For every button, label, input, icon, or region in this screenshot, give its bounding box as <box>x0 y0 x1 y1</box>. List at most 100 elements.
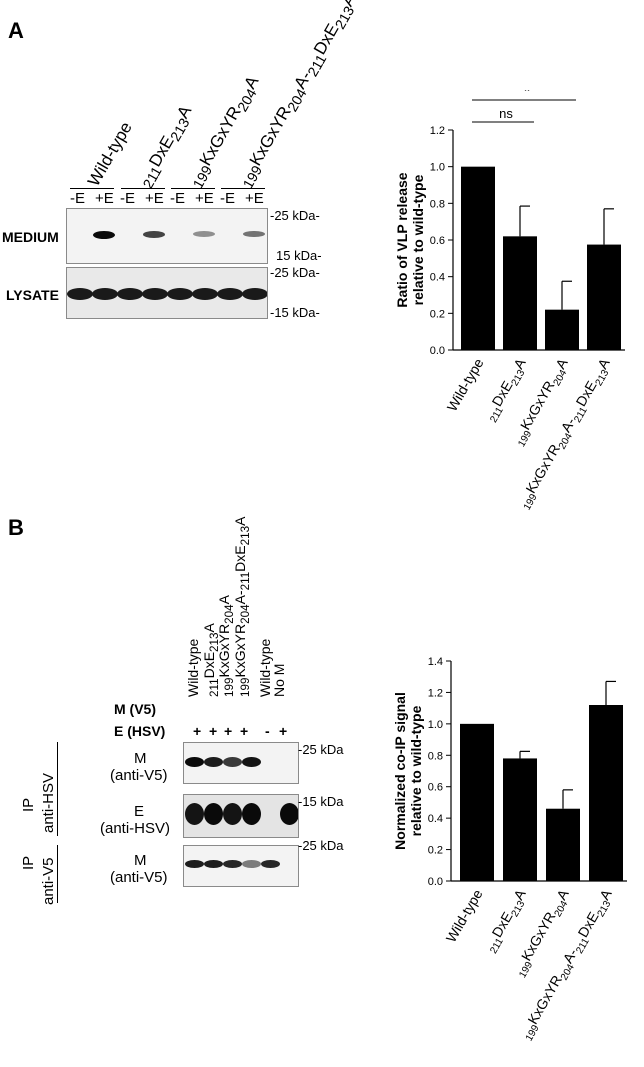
kda-marker-a2: 15 kDa- <box>276 248 322 263</box>
kda-marker-a1: -25 kDa- <box>270 208 320 223</box>
panel-b-lane-header: Wild-type <box>185 638 201 697</box>
ip-hsv-label-2: anti-HSV <box>40 772 57 833</box>
e-band <box>280 803 298 825</box>
panel-b-label: B <box>8 515 24 540</box>
ip-v5-divider <box>57 845 58 903</box>
blot2-label-2: (anti-HSV) <box>100 820 171 837</box>
bar <box>589 705 623 881</box>
ip-v5-label-2: anti-V5 <box>40 857 57 905</box>
x-tick-label: Wild-type <box>444 355 487 414</box>
e-sign: + <box>224 723 233 739</box>
m-band <box>242 757 261 767</box>
blot3-label-1: M <box>134 852 147 869</box>
significance-label: * <box>524 90 531 100</box>
bar <box>503 236 537 350</box>
y-tick-label: 1.2 <box>430 125 445 137</box>
e-hsv-row-label: E (HSV) <box>114 723 166 739</box>
bar <box>461 166 495 350</box>
kda-marker-b1: -25 kDa <box>298 742 344 757</box>
x-tick-label: Wild-type <box>443 886 486 945</box>
m-v5-row-label: M (V5) <box>114 701 156 717</box>
e-sign: + <box>193 723 202 739</box>
lysate-band <box>167 288 193 300</box>
y-tick-label: 0.8 <box>430 198 445 210</box>
kda-marker-b2: -15 kDa <box>298 794 344 809</box>
m-band <box>223 860 242 868</box>
plus-minus-label: -E <box>70 190 85 207</box>
ip-hsv-m-blot <box>183 742 299 784</box>
panel-b-lane-header: No M <box>271 663 287 697</box>
chart-co-ip-signal: 0.0 0.2 0.4 0.6 0.8 1.0 1.2 1.4 Normalized co-IP… <box>392 656 627 1043</box>
bar <box>546 808 580 881</box>
y-tick-label: 0.6 <box>428 782 443 794</box>
medium-band <box>143 231 165 239</box>
e-sign: + <box>279 723 288 739</box>
y-axis-label: Normalized co-IP signal <box>392 692 408 850</box>
y-axis-label: relative to wild-type <box>410 174 426 305</box>
e-band <box>223 803 242 825</box>
m-band <box>185 757 204 767</box>
lysate-band <box>67 288 93 300</box>
chart-vlp-release: 0.0 0.2 0.4 0.6 0.8 1.0 1.2 Ratio of VLP releas… <box>394 90 625 512</box>
blot1-label-1: M <box>134 750 147 767</box>
medium-blot <box>66 208 268 264</box>
y-tick-label: 0.6 <box>430 235 445 247</box>
kda-marker-a3: -25 kDa- <box>270 265 320 280</box>
medium-band <box>93 231 115 239</box>
group-line-4 <box>221 188 265 189</box>
medium-band <box>243 231 265 238</box>
plus-minus-label: -E <box>220 190 235 207</box>
y-axis-label: Ratio of VLP release <box>394 172 410 307</box>
y-tick-label: 1.0 <box>428 719 443 731</box>
bar <box>503 758 537 881</box>
e-band <box>204 803 223 825</box>
lysate-row-label: LYSATE <box>6 287 59 303</box>
y-tick-label: 0.0 <box>428 876 443 888</box>
y-tick-label: 0.4 <box>430 272 445 284</box>
kda-marker-a4: -15 kDa- <box>270 305 320 320</box>
bar <box>545 309 579 350</box>
plus-minus-label: +E <box>95 190 114 207</box>
significance-label: ns <box>499 106 513 121</box>
kda-marker-b3: -25 kDa <box>298 838 344 853</box>
e-sign: + <box>240 723 249 739</box>
panel-a-lane-header: Wild-type <box>84 118 136 190</box>
plus-minus-label: +E <box>145 190 164 207</box>
e-sign: + <box>209 723 218 739</box>
panel-a-label: A <box>8 18 24 43</box>
lysate-band <box>217 288 243 300</box>
plus-minus-label: +E <box>245 190 264 207</box>
group-line-3 <box>171 188 215 189</box>
lysate-blot <box>66 267 268 319</box>
m-band <box>204 860 223 868</box>
blot3-label-2: (anti-V5) <box>110 869 168 886</box>
m-band <box>242 860 261 868</box>
y-tick-label: 1.4 <box>428 656 443 668</box>
y-tick-label: 0.8 <box>428 750 443 762</box>
ip-v5-m-blot <box>183 845 299 887</box>
y-tick-label: 0.2 <box>428 845 443 857</box>
panel-b-lane-header: 199KxGxYR204A-211DxE213A <box>232 516 252 697</box>
plus-minus-label: +E <box>195 190 214 207</box>
ip-hsv-e-blot <box>183 794 299 838</box>
bar <box>460 723 494 881</box>
e-band <box>185 803 204 825</box>
blot2-label-1: E <box>134 803 145 820</box>
group-line-2 <box>121 188 165 189</box>
plus-minus-label: -E <box>120 190 135 207</box>
bar <box>587 244 621 350</box>
ip-v5-label-1: IP <box>20 855 37 870</box>
e-sign: - <box>265 723 270 739</box>
y-tick-label: 1.2 <box>428 687 443 699</box>
group-line-1 <box>70 188 114 189</box>
plus-minus-label: -E <box>170 190 185 207</box>
m-band <box>261 860 280 868</box>
blot1-label-2: (anti-V5) <box>110 767 168 784</box>
y-tick-label: 1.0 <box>430 162 445 174</box>
lysate-band <box>192 288 218 300</box>
m-band <box>204 757 223 767</box>
m-band <box>185 860 204 868</box>
y-tick-label: 0.4 <box>428 813 443 825</box>
lysate-band <box>92 288 118 300</box>
medium-row-label: MEDIUM <box>2 229 59 245</box>
